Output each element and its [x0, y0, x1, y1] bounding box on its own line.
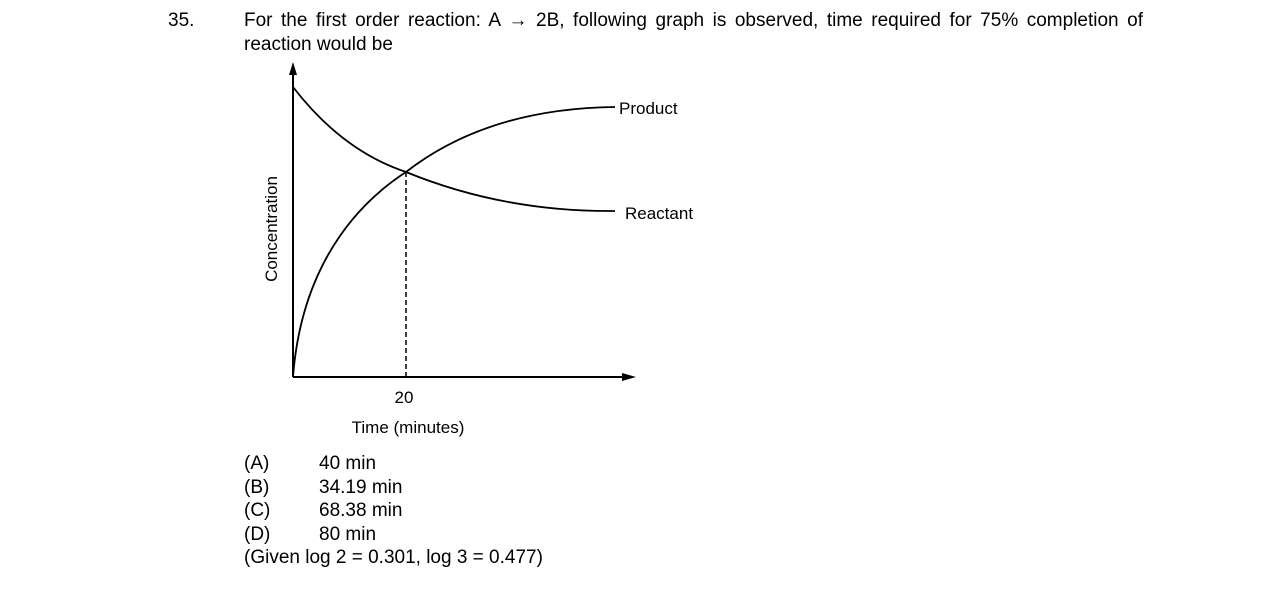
option-label: (C)	[244, 500, 271, 521]
option-label: (B)	[244, 477, 270, 498]
reactant-curve	[292, 86, 616, 212]
option-text: 80 min	[319, 524, 377, 545]
x-axis-label: Time (minutes)	[352, 418, 465, 437]
option-text: 40 min	[319, 453, 377, 474]
curve-label: Product	[619, 99, 678, 118]
curve-label: Reactant	[625, 204, 693, 223]
x-arrow	[622, 373, 636, 381]
option-text: 68.38 min	[319, 500, 403, 521]
x-tick-label: 20	[395, 388, 414, 407]
given-note: (Given log 2 = 0.301, log 3 = 0.477)	[244, 547, 543, 568]
option-text: 34.19 min	[319, 477, 403, 498]
option-label: (D)	[244, 524, 271, 545]
question-number: 35.	[168, 10, 195, 31]
y-axis-label: Concentration	[262, 176, 281, 282]
question-text: For the first order reaction: A → 2B, fo…	[244, 10, 1143, 55]
y-arrow	[289, 62, 297, 75]
option-label: (A)	[244, 453, 270, 474]
product-curve	[292, 106, 616, 378]
